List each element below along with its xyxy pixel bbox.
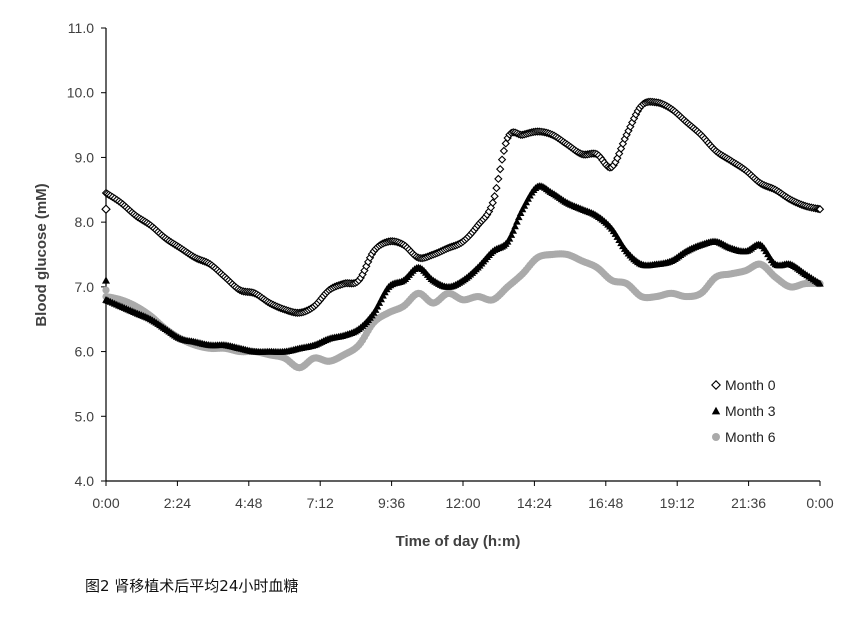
x-tick-label: 0:00 <box>806 495 833 511</box>
y-tick-label: 7.0 <box>75 279 95 295</box>
x-tick-label: 16:48 <box>588 495 623 511</box>
y-tick-label: 4.0 <box>75 473 95 489</box>
data-point <box>516 209 525 216</box>
data-point <box>373 302 382 310</box>
data-point <box>616 144 626 153</box>
data-point <box>615 149 624 158</box>
legend-marker <box>711 406 721 415</box>
data-point <box>101 204 111 214</box>
data-point <box>496 164 505 174</box>
x-tick-label: 2:24 <box>164 495 191 511</box>
data-point <box>522 198 531 206</box>
x-axis-title: Time of day (h:m) <box>396 533 521 550</box>
series-month-6 <box>102 250 824 372</box>
y-tick-label: 6.0 <box>75 344 95 360</box>
data-point <box>815 205 825 214</box>
x-axis-ticks: 0:00 2:24 4:48 7:12 9:36 12:00 14:24 16:48 19:12… <box>92 481 834 511</box>
series-layer <box>101 97 825 372</box>
y-tick-label: 9.0 <box>75 149 95 165</box>
data-point <box>507 231 516 238</box>
legend-marker <box>712 433 720 441</box>
legend-marker <box>711 380 721 390</box>
data-point <box>518 205 527 213</box>
legend-label: Month 6 <box>725 429 776 445</box>
x-tick-label: 21:36 <box>731 495 766 511</box>
legend-label: Month 3 <box>725 403 776 419</box>
x-tick-label: 12:00 <box>445 495 480 511</box>
data-point <box>375 299 384 306</box>
y-tick-label: 11.0 <box>68 20 94 36</box>
data-point <box>488 198 497 207</box>
x-tick-label: 19:12 <box>660 495 695 511</box>
data-point <box>499 146 509 156</box>
x-tick-label: 7:12 <box>307 495 334 511</box>
data-point <box>514 213 523 221</box>
data-point <box>497 155 507 164</box>
y-axis-ticks: 4.0 5.0 6.0 7.0 8.0 9.0 10.0 11.0 <box>67 20 106 489</box>
data-point <box>494 174 503 184</box>
data-point <box>520 201 529 209</box>
x-tick-label: 14:24 <box>517 495 552 511</box>
data-point <box>509 226 518 234</box>
legend: Month 0 Month 3 Month 6 <box>711 377 776 445</box>
data-point <box>492 183 501 193</box>
y-tick-label: 5.0 <box>75 408 95 424</box>
figure-caption: 图2 肾移植术后平均24小时血糖 <box>85 577 299 595</box>
data-point <box>816 279 824 287</box>
y-axis-title: Blood glucose (mM) <box>33 183 50 326</box>
x-tick-label: 4:48 <box>235 495 262 511</box>
y-tick-label: 8.0 <box>75 214 95 230</box>
y-tick-label: 10.0 <box>67 85 94 101</box>
data-point <box>102 286 110 294</box>
data-point <box>501 139 510 148</box>
x-tick-label: 0:00 <box>92 495 119 511</box>
data-point <box>513 217 521 225</box>
data-point <box>102 276 110 284</box>
data-point <box>377 295 385 303</box>
data-point <box>505 234 514 242</box>
legend-label: Month 0 <box>725 377 776 393</box>
series-month-3 <box>102 182 824 355</box>
data-point <box>511 222 519 230</box>
series-month-0 <box>101 97 825 318</box>
x-tick-label: 9:36 <box>378 495 405 511</box>
data-point <box>490 192 499 201</box>
